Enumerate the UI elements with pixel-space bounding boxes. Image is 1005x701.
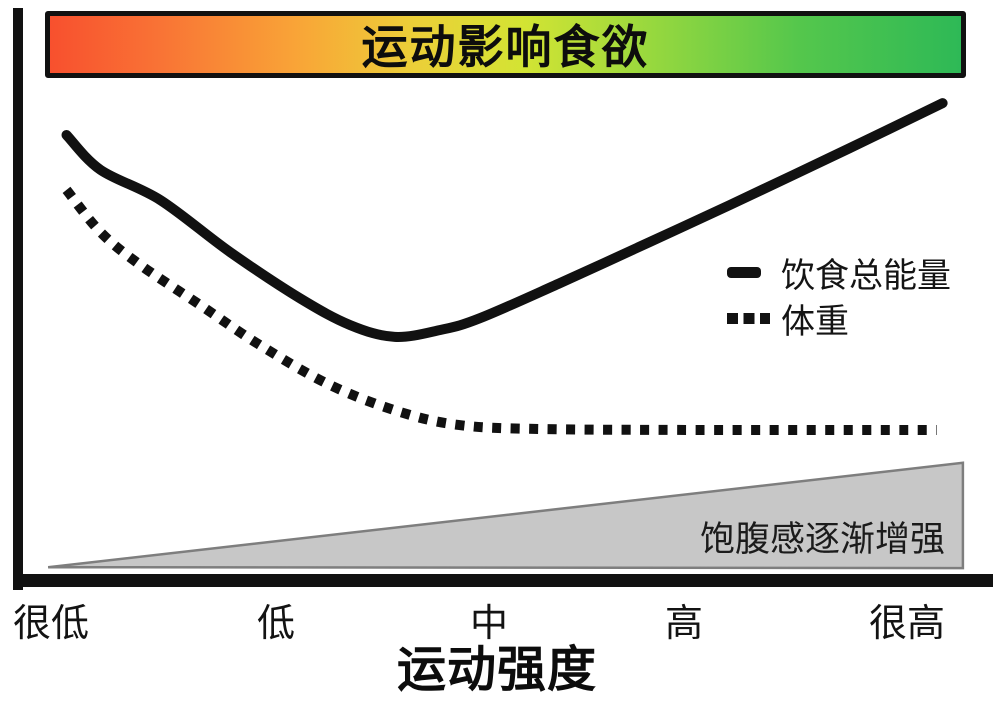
x-tick-very-high: 很高 <box>868 603 946 645</box>
title-banner: 运动影响食欲 <box>45 11 966 78</box>
chart-title: 运动影响食欲 <box>361 20 650 73</box>
x-tick-high: 高 <box>664 603 704 645</box>
satiety-triangle <box>47 461 965 570</box>
legend: 饮食总能量 体重 <box>727 252 951 341</box>
x-axis-title: 运动强度 <box>396 643 598 697</box>
legend-label-weight: 体重 <box>781 302 849 341</box>
x-tick-very-low: 很低 <box>12 603 90 645</box>
series-line-1 <box>62 186 937 436</box>
x-tick-low: 低 <box>256 603 296 645</box>
legend-swatch-box <box>727 312 775 324</box>
satiety-annotation-label: 饱腹感逐渐增强 <box>700 520 946 559</box>
legend-swatch-box <box>727 266 775 278</box>
legend-item-energy: 饮食总能量 <box>727 252 951 295</box>
legend-item-weight: 体重 <box>727 298 951 341</box>
x-tick-medium: 中 <box>469 603 509 645</box>
y-axis-line <box>13 8 23 590</box>
series-line-0 <box>61 98 948 342</box>
x-axis-tick-labels: 很低 低 中 高 很高 <box>0 592 1005 645</box>
dotted-line-swatch-icon <box>727 312 770 324</box>
x-axis-line <box>13 574 993 587</box>
solid-line-swatch-icon <box>727 266 761 278</box>
legend-label-energy: 饮食总能量 <box>781 256 951 295</box>
